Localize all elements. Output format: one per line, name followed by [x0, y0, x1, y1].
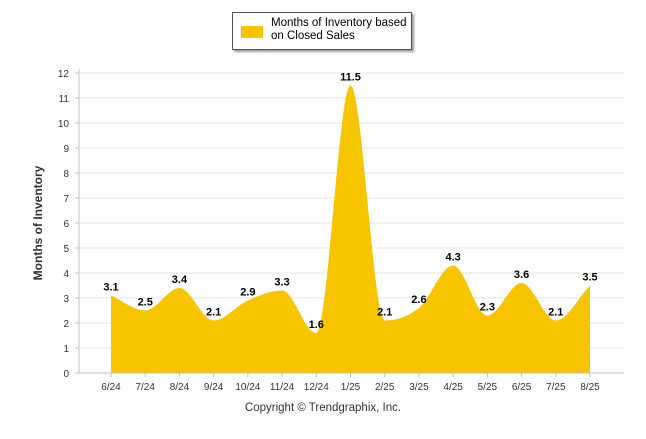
y-tick-label: 8 — [63, 169, 69, 180]
y-tick-label: 7 — [63, 194, 69, 205]
legend: Months of Inventory based on Closed Sale… — [232, 12, 412, 50]
data-label: 2.3 — [480, 302, 495, 314]
data-label: 2.1 — [377, 307, 392, 319]
data-label: 2.1 — [548, 307, 563, 319]
x-tick-labels: 6/24 7/24 8/24 9/24 10/24 11/24 12/24 1/25 2/25 3… — [101, 382, 600, 393]
x-tick-label: 11/24 — [270, 382, 295, 393]
y-tick-label: 11 — [59, 94, 70, 105]
y-axis-title: Months of Inventory — [31, 165, 45, 280]
data-labels: 3.1 2.5 3.4 2.1 2.9 3.3 1.6 11.5 2.1 2.6 4.3 2.3 3.6… — [103, 72, 597, 332]
data-label: 2.1 — [206, 307, 221, 319]
x-tick-label: 10/24 — [235, 382, 260, 393]
y-tick-label: 10 — [58, 119, 70, 130]
x-tick-label: 9/24 — [204, 382, 224, 393]
data-label: 3.4 — [172, 274, 188, 286]
x-tick-label: 6/24 — [101, 382, 121, 393]
data-label: 11.5 — [340, 72, 361, 84]
series-area — [111, 85, 590, 373]
y-tick-label: 3 — [63, 294, 69, 305]
x-tick-label: 7/25 — [546, 382, 566, 393]
x-tick-label: 5/25 — [478, 382, 498, 393]
y-tick-label: 4 — [63, 269, 69, 280]
data-label: 1.6 — [309, 319, 324, 331]
x-tick-label: 8/25 — [580, 382, 600, 393]
legend-swatch — [241, 26, 263, 38]
x-tick-label: 3/25 — [409, 382, 429, 393]
y-tick-label: 12 — [58, 69, 70, 80]
data-label: 3.1 — [103, 282, 118, 294]
x-tick-label: 6/25 — [512, 382, 532, 393]
legend-label: Months of Inventory based on Closed Sale… — [271, 17, 407, 42]
data-label: 2.9 — [240, 287, 255, 299]
x-tick-label: 1/25 — [341, 382, 361, 393]
data-label: 3.3 — [274, 277, 289, 289]
x-tick-label: 8/24 — [170, 382, 190, 393]
y-tick-label: 6 — [63, 219, 69, 230]
y-tick-label: 1 — [63, 344, 69, 355]
x-tick-label: 7/24 — [135, 382, 155, 393]
data-label: 4.3 — [445, 252, 460, 264]
area-series — [111, 85, 590, 373]
x-tick-label: 12/24 — [304, 382, 329, 393]
copyright-footer: Copyright © Trendgraphix, Inc. — [244, 402, 402, 414]
y-tick-label: 0 — [63, 369, 69, 380]
y-tick-label: 5 — [63, 244, 69, 255]
data-label: 3.5 — [582, 272, 597, 284]
x-tick-label: 2/25 — [375, 382, 395, 393]
y-tick-label: 2 — [63, 319, 69, 330]
data-label: 3.6 — [514, 269, 529, 281]
data-label: 2.6 — [411, 294, 426, 306]
data-label: 2.5 — [138, 297, 153, 309]
axes — [75, 69, 624, 377]
y-tick-label: 9 — [63, 144, 69, 155]
x-tick-label: 4/25 — [443, 382, 463, 393]
